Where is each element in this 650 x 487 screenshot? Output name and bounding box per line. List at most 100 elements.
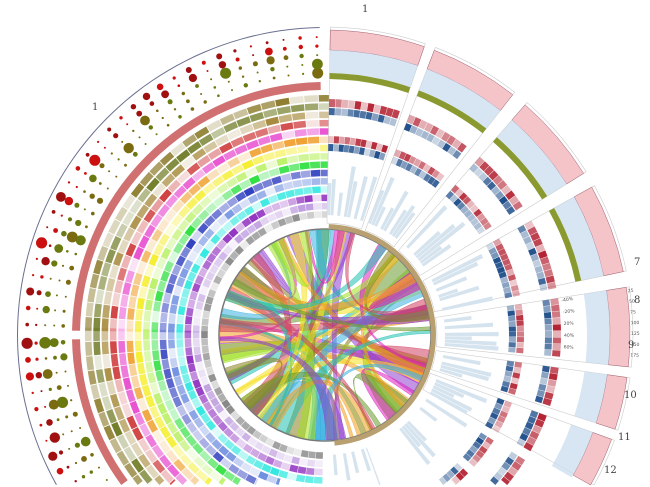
heat-cell [181,373,191,384]
heat-cell-red [501,405,511,414]
heat-cell [109,341,118,354]
heat-cell [181,155,196,169]
heat-cell-blue [491,186,501,196]
heat-cell-red [501,185,512,195]
heat-cell [308,451,316,459]
heat-cell-red [552,324,561,331]
heat-cell [120,365,130,378]
heat-cell-red [446,135,456,146]
heat-cell [283,454,293,463]
heat-cell [192,325,200,333]
heat-cell-blue [470,217,479,227]
heat-cell [230,184,243,195]
heat-cell-blue [501,461,511,471]
heat-cell [93,317,101,332]
depth-tick: 125 [631,331,640,337]
dot-mark [25,322,30,327]
dot-mark [46,419,53,426]
dot-mark [105,479,108,481]
heat-cell [248,174,261,185]
heat-cell [98,411,110,427]
heat-cell [211,246,222,257]
dot-mark [41,257,50,266]
heat-cell [188,409,199,421]
heat-cell [171,366,180,377]
dot-mark [56,396,69,408]
dot-mark [83,208,86,211]
heat-cell [207,457,219,469]
gene-label-block [415,223,456,259]
heat-cell-blue [358,147,366,156]
heat-cell-red [492,425,501,433]
heat-cell [197,368,207,379]
dot-mark [53,324,56,327]
heat-cell-red [365,140,373,149]
dot-mark [54,244,64,253]
heat-cell [146,419,158,433]
dot-mark [272,76,276,80]
heat-cell [306,211,315,219]
heat-cell-blue [502,200,512,210]
heat-cell [143,329,150,340]
heat-cell [169,357,178,368]
gene-label-block [406,420,427,442]
dot-mark [60,340,66,345]
heat-cell [198,209,210,222]
dot-mark [42,305,50,314]
heat-cell [200,376,209,386]
band-track [416,90,487,134]
heat-cell [295,474,306,483]
heat-cell [187,299,196,309]
heat-cell-blue [449,194,458,203]
heat-cell [229,250,239,261]
dot-mark [243,83,248,88]
heat-cell [109,438,122,454]
dot-mark [36,307,39,310]
heat-cell [165,377,175,389]
heat-cell-red [512,200,523,211]
heat-cell [254,441,265,451]
heat-cell-blue [534,265,543,274]
heat-cell [180,393,190,404]
heat-cell-red [413,158,422,167]
dot-mark [312,58,323,70]
band-track [492,137,548,200]
heat-cell [315,451,323,459]
heat-cell [177,219,190,232]
heat-cell [139,469,153,484]
heat-cell [222,221,234,232]
dot-mark [74,461,78,465]
heat-cell [296,145,309,154]
chromosome-label-10: 10 [624,390,637,401]
heat-cell [194,126,210,140]
heat-cell [273,183,285,193]
heat-cell [127,308,135,320]
heat-cell [308,144,320,152]
heat-cell [271,175,283,185]
heat-cell [129,215,142,230]
dot-mark [79,427,82,429]
heat-cell [164,260,174,273]
heat-cell [299,162,310,170]
heat-cell-red [328,99,336,108]
heat-cell [138,453,151,468]
dot-mark [36,237,48,249]
dot-mark [144,143,147,145]
heat-cell [223,149,237,161]
dot-mark [49,432,60,443]
heat-cell-red [475,450,485,459]
heat-cell-red [450,184,460,194]
heat-cell [263,108,278,118]
heat-cell-red [516,320,524,326]
dot-mark [89,193,95,199]
dot-mark [124,163,127,167]
heat-cell-red [511,461,522,471]
heat-cell [265,437,275,447]
heat-cell-blue [436,139,446,149]
heat-cell [163,368,172,380]
heat-cell [178,356,186,366]
gene-label-block [441,361,492,377]
chromosome-label-9: 9 [628,340,634,351]
heat-cell-red [488,170,499,181]
heat-cell [143,310,152,322]
